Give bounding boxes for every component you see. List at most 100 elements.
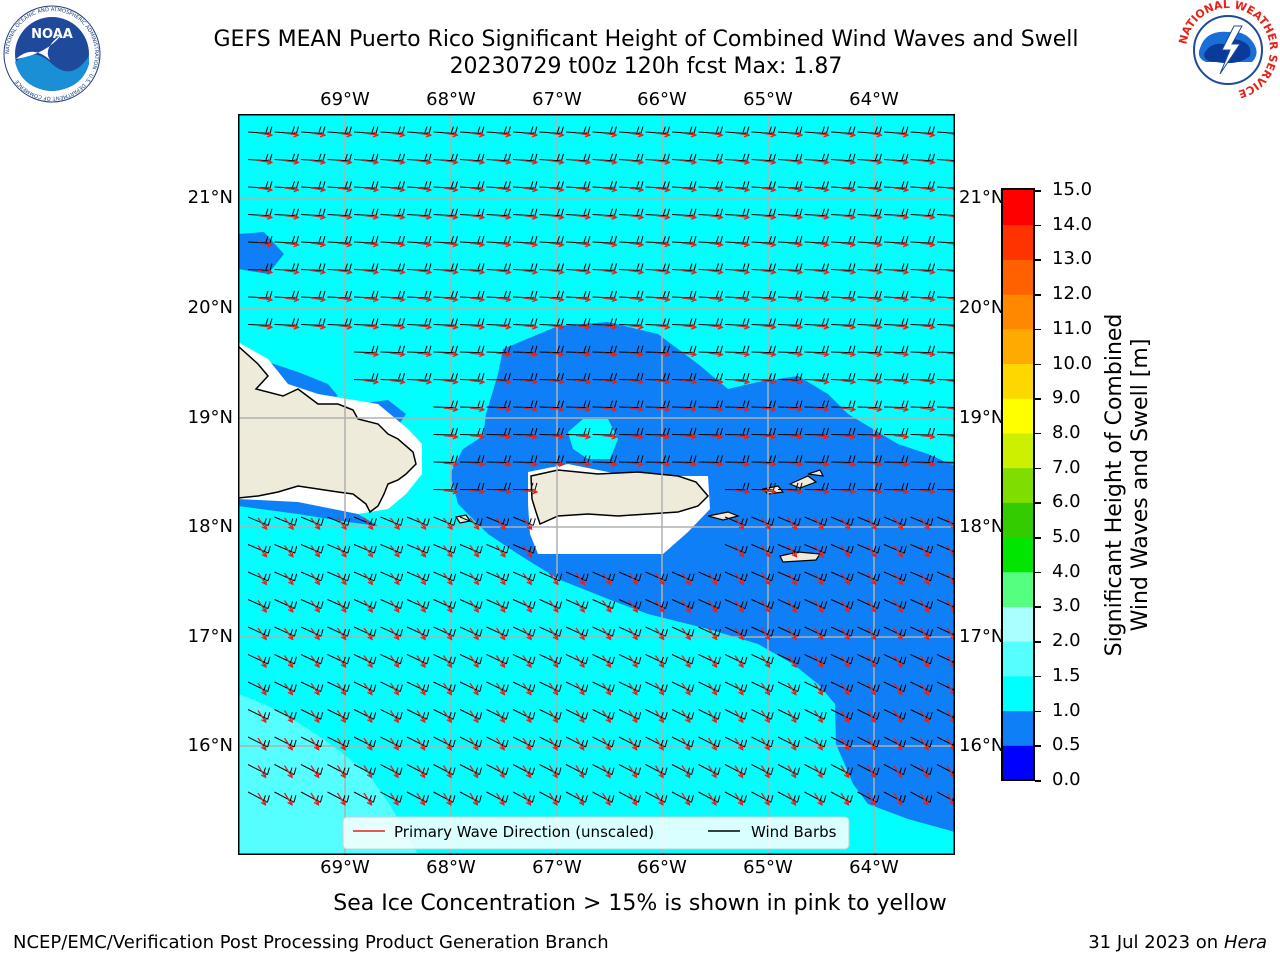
wind-barb	[830, 681, 854, 693]
wave-direction-arrow	[919, 545, 930, 558]
wind-barb	[830, 544, 854, 554]
wind-barb	[300, 654, 324, 665]
wind-barb	[300, 318, 326, 326]
wave-direction-arrow	[284, 186, 300, 193]
wind-barb	[459, 345, 485, 354]
wave-direction-arrow	[893, 572, 904, 586]
wave-direction-arrow	[734, 488, 751, 495]
wind-barb	[592, 764, 615, 776]
lon-label-top: 69°W	[320, 89, 370, 110]
wave-direction-arrow	[893, 655, 903, 669]
wind-barb	[433, 681, 456, 693]
wave-direction-arrow	[310, 186, 327, 193]
wind-barb	[910, 764, 933, 776]
wave-direction-arrow	[575, 159, 592, 165]
wind-barb	[724, 736, 748, 748]
wave-direction-arrow	[522, 131, 539, 138]
wave-direction-arrow	[602, 213, 618, 220]
wind-barb	[565, 654, 589, 665]
title-line-1: GEFS MEAN Puerto Rico Significant Height…	[213, 27, 1079, 52]
wave-direction-arrow	[681, 792, 691, 807]
wind-barb	[857, 599, 881, 609]
colorbar-tick-label: 3.0	[1052, 595, 1081, 617]
wave-direction-arrow	[469, 792, 479, 807]
wind-barb	[857, 709, 880, 720]
wave-direction-arrow	[814, 351, 830, 358]
wave-direction-arrow	[734, 627, 744, 641]
wave-direction-arrow	[548, 600, 559, 613]
wave-direction-arrow	[469, 517, 480, 531]
colorbar-label-line-2: Wind Waves and Swell [m]	[1128, 338, 1153, 632]
wave-direction-arrow	[760, 600, 771, 613]
wave-direction-arrow	[734, 268, 751, 275]
wind-barb	[751, 736, 774, 748]
wind-barb	[247, 544, 271, 554]
wave-direction-arrow	[283, 545, 294, 558]
wind-barb	[486, 709, 509, 720]
wind-barb	[671, 455, 697, 463]
wind-barb	[406, 626, 430, 637]
wave-direction-arrow	[575, 296, 592, 303]
lon-label-bottom: 64°W	[849, 857, 899, 878]
wind-barb	[645, 345, 670, 354]
wave-direction-arrow	[893, 159, 910, 165]
wave-direction-arrow	[760, 765, 770, 779]
wave-direction-arrow	[522, 627, 532, 641]
wave-direction-arrow	[787, 351, 804, 358]
puerto-rico-land	[530, 469, 710, 526]
wave-direction-arrow	[602, 241, 618, 248]
wave-direction-arrow	[390, 323, 406, 330]
wave-direction-arrow	[893, 378, 910, 385]
wave-direction-arrow	[575, 461, 592, 468]
wave-direction-arrow	[336, 655, 347, 669]
wind-barb	[300, 764, 324, 776]
wave-direction-arrow	[655, 433, 671, 440]
sea-field-1p5-2	[238, 694, 418, 855]
wind-barb	[777, 654, 801, 665]
wave-direction-arrow	[787, 186, 804, 193]
wind-barb	[592, 455, 617, 463]
wave-direction-arrow	[469, 545, 480, 558]
wind-barb	[459, 791, 482, 803]
colorbar-segment	[1003, 641, 1033, 677]
colorbar	[1001, 188, 1035, 781]
wave-direction-arrow	[787, 710, 797, 724]
noaa-logo-text: NOAA	[31, 27, 73, 42]
wave-direction-arrow	[893, 682, 903, 696]
wind-barb	[830, 318, 856, 326]
wave-direction-arrow	[522, 433, 539, 440]
wind-barb	[883, 791, 906, 803]
wave-direction-arrow	[893, 433, 910, 440]
wave-direction-arrow	[628, 213, 645, 220]
wave-direction-arrow	[601, 600, 612, 613]
wave-direction-arrow	[469, 241, 486, 248]
wave-direction-arrow	[575, 323, 592, 330]
wind-barb	[512, 373, 538, 381]
wave-direction-arrow	[893, 545, 904, 558]
wave-direction-arrow	[548, 737, 558, 751]
wind-barb	[433, 544, 457, 554]
wave-direction-arrow	[549, 406, 565, 413]
wave-direction-arrow	[601, 792, 611, 807]
wave-direction-arrow	[389, 765, 399, 779]
wave-direction-arrow	[469, 737, 479, 751]
wave-direction-arrow	[469, 765, 479, 779]
wave-direction-arrow	[496, 351, 512, 358]
wave-direction-arrow	[920, 378, 936, 385]
wind-barb	[459, 599, 483, 609]
wind-barb	[353, 709, 377, 720]
wind-barb	[274, 571, 298, 582]
wave-direction-arrow	[681, 433, 698, 440]
wind-barb	[777, 544, 801, 554]
wind-barb	[910, 626, 933, 637]
wind-barb	[353, 571, 377, 582]
wave-direction-arrow	[548, 627, 559, 641]
wind-barb	[671, 764, 695, 776]
wave-direction-arrow	[867, 351, 883, 358]
wave-direction-arrow	[628, 406, 645, 413]
wave-direction-arrow	[655, 351, 671, 358]
wave-direction-arrow	[337, 131, 353, 138]
wave-direction-arrow	[389, 737, 399, 751]
wind-barb	[247, 681, 271, 693]
wave-direction-arrow	[363, 296, 380, 303]
